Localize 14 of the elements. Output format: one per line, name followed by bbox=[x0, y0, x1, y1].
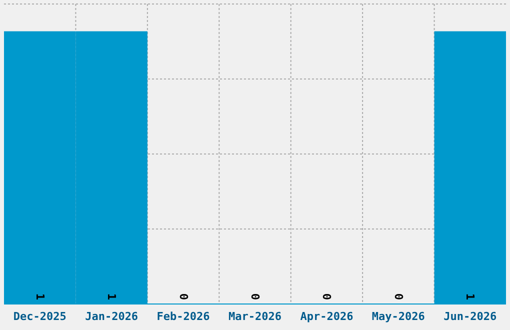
data-label: 1 bbox=[105, 293, 118, 300]
x-tick-label: Feb-2026 bbox=[156, 310, 210, 323]
x-tick-label: Apr-2026 bbox=[300, 310, 354, 323]
x-tick-label: Jun-2026 bbox=[444, 310, 498, 323]
data-label: 0 bbox=[176, 293, 190, 300]
data-label: 0 bbox=[320, 293, 334, 300]
data-label: 0 bbox=[392, 293, 405, 300]
data-label: 1 bbox=[33, 293, 46, 300]
x-tick-label: Jan-2026 bbox=[85, 310, 138, 323]
data-label: 1 bbox=[464, 293, 477, 300]
x-tick-label: May-2026 bbox=[372, 310, 426, 323]
x-tick-label: Dec-2025 bbox=[13, 310, 66, 323]
data-label: 0 bbox=[248, 293, 262, 300]
x-tick-label: Mar-2026 bbox=[228, 310, 282, 323]
